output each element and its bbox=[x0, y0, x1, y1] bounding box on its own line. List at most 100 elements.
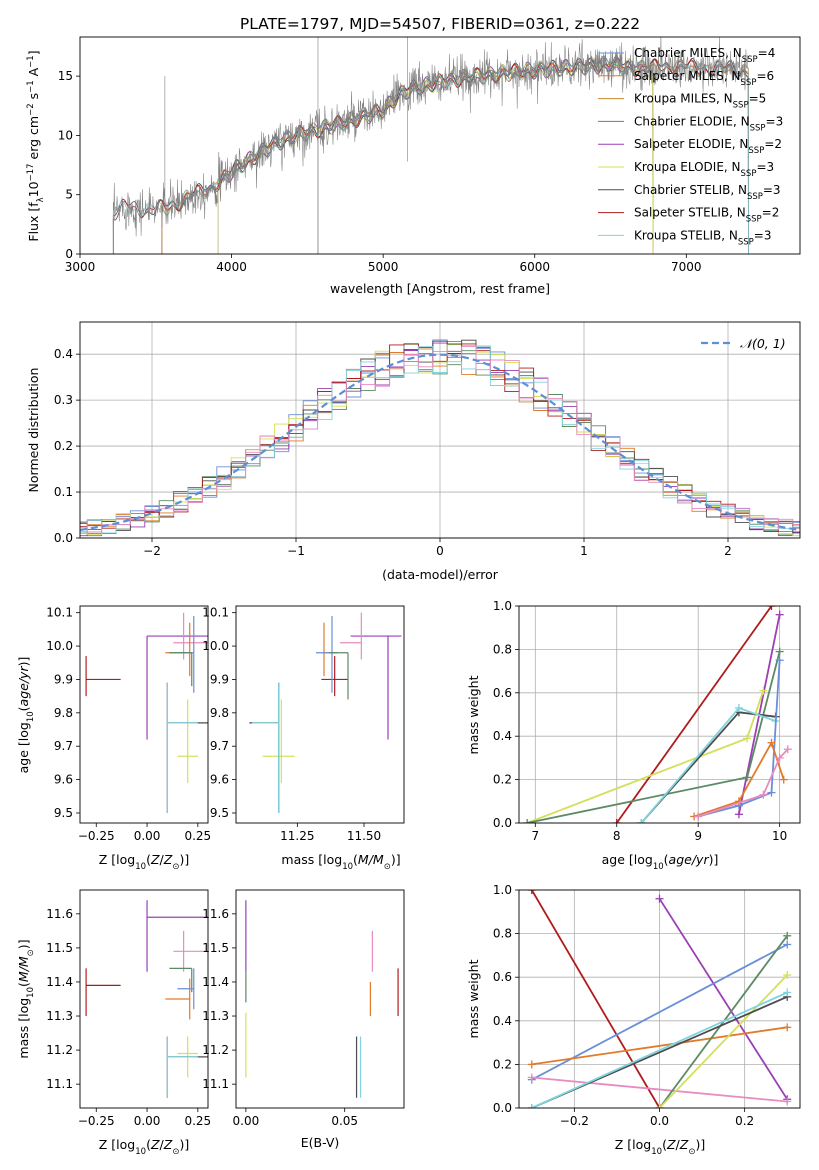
y-tick-label: 11.1 bbox=[202, 1077, 229, 1091]
legend-label: Kroupa MILES, NSSP=5 bbox=[634, 92, 766, 111]
x-axis-label: (data-model)/error bbox=[382, 567, 499, 582]
weight-marker bbox=[527, 1060, 536, 1069]
errorbar-point bbox=[321, 656, 348, 697]
weight-marker bbox=[767, 606, 776, 610]
y-tick-label: 10.0 bbox=[202, 639, 229, 653]
weight-marker bbox=[523, 819, 532, 823]
histogram-step bbox=[80, 342, 800, 537]
y-tick-label: 0 bbox=[65, 247, 73, 261]
y-tick-label: 11.4 bbox=[46, 975, 73, 989]
y-tick-label: 0.4 bbox=[54, 347, 73, 361]
y-tick-label: 11.3 bbox=[202, 1009, 229, 1023]
x-tick-label: 2 bbox=[724, 544, 732, 558]
histogram-step bbox=[80, 345, 800, 534]
weight-series-line bbox=[531, 943, 788, 1081]
plot-area bbox=[112, 37, 749, 254]
y-axis-label: Flux [fλ10−17 erg cm−2 s−1 A−1] bbox=[26, 50, 46, 241]
x-axis-label: E(B-V) bbox=[301, 1135, 340, 1150]
weight-marker bbox=[637, 819, 646, 823]
weight-marker bbox=[775, 647, 784, 656]
legend-label: Kroupa STELIB, NSSP=3 bbox=[634, 228, 772, 247]
y-axis-label: mass [log10(M/M⊙)] bbox=[16, 939, 36, 1058]
y-tick-label: 11.6 bbox=[46, 907, 73, 921]
weight-marker bbox=[767, 738, 776, 747]
x-tick-label: 7000 bbox=[671, 260, 702, 274]
x-tick-label: 11.50 bbox=[347, 829, 381, 843]
x-axis-label: Z [log10(Z/Z⊙)] bbox=[99, 1137, 189, 1157]
spectrum-legend: Chabrier MILES, NSSP=4 Salpeter MILES, NS… bbox=[598, 46, 783, 247]
weight-marker bbox=[775, 610, 784, 619]
x-tick-label: −0.25 bbox=[78, 829, 115, 843]
y-tick-label: 11.1 bbox=[46, 1077, 73, 1091]
model-spectrum-line bbox=[161, 57, 749, 254]
x-tick-label: 6000 bbox=[519, 260, 550, 274]
y-tick-label: 11.2 bbox=[202, 1043, 229, 1057]
weight-marker bbox=[783, 931, 792, 940]
plot-area bbox=[249, 612, 402, 813]
x-tick-label: 4000 bbox=[216, 260, 247, 274]
x-tick-label: 0 bbox=[436, 544, 444, 558]
weight-marker bbox=[759, 686, 768, 695]
y-tick-label: 0.0 bbox=[493, 1101, 512, 1115]
x-tick-label: −1 bbox=[287, 544, 305, 558]
errorbar-point bbox=[165, 978, 191, 1020]
y-tick-label: 9.9 bbox=[54, 672, 73, 686]
x-tick-label: 0.2 bbox=[735, 1114, 754, 1128]
histogram-step bbox=[80, 339, 800, 534]
x-axis-label: Z [log10(Z/Z⊙)] bbox=[99, 852, 189, 872]
legend-label: Chabrier STELIB, NSSP=3 bbox=[634, 183, 781, 202]
axes-frame bbox=[79, 36, 801, 255]
weight-series-line bbox=[531, 991, 788, 1108]
x-tick-label: 0.00 bbox=[134, 829, 161, 843]
axes-frame bbox=[79, 889, 209, 1109]
model-spectrum-line bbox=[161, 56, 749, 254]
y-tick-label: 0.6 bbox=[493, 686, 512, 700]
y-tick-label: 0.2 bbox=[493, 1057, 512, 1071]
y-tick-label: 1.0 bbox=[493, 883, 512, 897]
errorbar-point bbox=[166, 682, 198, 813]
y-axis-label: age [log10(age/yr)] bbox=[16, 657, 36, 774]
weight-marker bbox=[775, 753, 784, 762]
model-spectrum-line bbox=[217, 57, 654, 254]
weight-marker bbox=[759, 790, 768, 799]
data-spectrum-line bbox=[113, 37, 749, 254]
weight-marker bbox=[779, 775, 788, 784]
x-tick-label: 0.0 bbox=[650, 1114, 669, 1128]
x-tick-label: 7 bbox=[531, 829, 539, 843]
x-tick-label: 1 bbox=[580, 544, 588, 558]
x-tick-label: 0.25 bbox=[184, 829, 211, 843]
plot-area bbox=[523, 606, 792, 823]
axes-frame bbox=[518, 605, 801, 824]
legend-label: Salpeter ELODIE, NSSP=2 bbox=[634, 137, 782, 156]
gaussian-curve bbox=[80, 353, 800, 531]
errorbar-point bbox=[340, 612, 362, 660]
y-tick-label: 9.6 bbox=[210, 773, 229, 787]
x-tick-label: 5000 bbox=[368, 260, 399, 274]
plot-area bbox=[245, 900, 399, 1098]
weight-marker bbox=[527, 1104, 536, 1108]
histogram-step bbox=[80, 343, 800, 533]
legend-label: Kroupa ELODIE, NSSP=3 bbox=[634, 160, 774, 179]
weight-marker bbox=[783, 988, 792, 997]
weight-marker bbox=[527, 890, 536, 894]
y-tick-label: 11.3 bbox=[46, 1009, 73, 1023]
weight-series-line bbox=[526, 690, 765, 823]
y-tick-label: 0.0 bbox=[493, 816, 512, 830]
weight-series-line bbox=[658, 974, 788, 1108]
x-tick-label: 0.00 bbox=[233, 1114, 260, 1128]
weight-marker bbox=[783, 1023, 792, 1032]
weight-marker bbox=[734, 703, 743, 712]
errorbar-point bbox=[166, 1036, 198, 1098]
x-tick-label: 10 bbox=[772, 829, 787, 843]
weight-marker bbox=[783, 1097, 792, 1106]
legend-label: Salpeter STELIB, NSSP=2 bbox=[634, 206, 779, 225]
y-tick-label: 5 bbox=[65, 188, 73, 202]
errorbar-point bbox=[249, 682, 280, 813]
y-tick-label: 1.0 bbox=[493, 599, 512, 613]
y-tick-label: 9.7 bbox=[210, 739, 229, 753]
model-spectrum-line bbox=[112, 57, 749, 254]
y-tick-label: 9.7 bbox=[54, 739, 73, 753]
legend-label: Salpeter MILES, NSSP=6 bbox=[634, 69, 774, 88]
errorbar-point bbox=[177, 968, 195, 1010]
